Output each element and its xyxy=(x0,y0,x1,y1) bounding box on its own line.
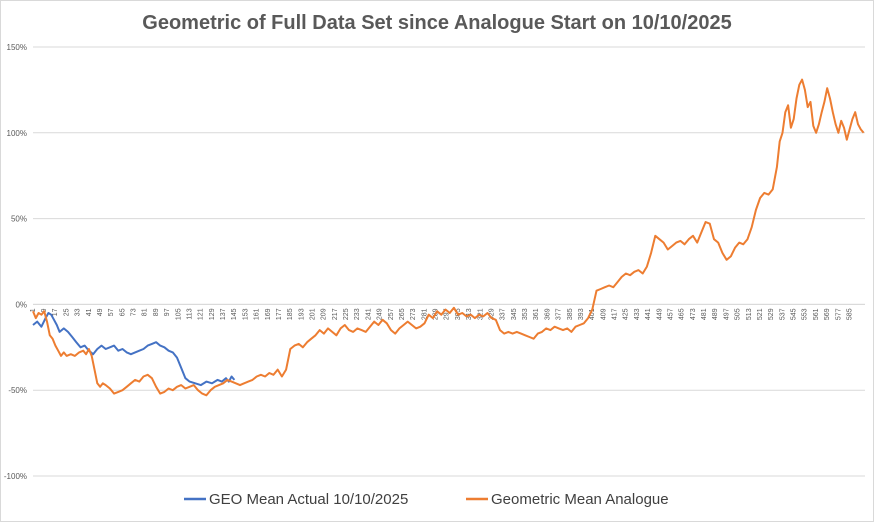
x-tick-label: 209 xyxy=(321,308,328,320)
x-tick-label: 449 xyxy=(656,308,663,320)
x-tick-label: 537 xyxy=(779,308,786,320)
x-tick-label: 409 xyxy=(600,308,607,320)
x-tick-label: 217 xyxy=(332,308,339,320)
x-tick-label: 185 xyxy=(287,308,294,320)
x-tick-label: 169 xyxy=(265,308,272,320)
x-tick-label: 257 xyxy=(388,308,395,320)
x-tick-label: 273 xyxy=(410,308,417,320)
series-lines xyxy=(32,78,865,397)
x-tick-label: 17 xyxy=(52,308,59,316)
x-tick-label: 553 xyxy=(802,308,809,320)
x-tick-label: 137 xyxy=(220,308,227,320)
x-tick-label: 489 xyxy=(712,308,719,320)
x-tick-label: 569 xyxy=(824,308,831,320)
x-tick-label: 473 xyxy=(690,308,697,320)
legend-label: GEO Mean Actual 10/10/2025 xyxy=(209,491,408,508)
x-tick-label: 465 xyxy=(679,308,686,320)
x-tick-label: 57 xyxy=(108,308,115,316)
x-tick-label: 441 xyxy=(645,308,652,320)
x-axis: 1 9 17 25 33 41 49 57 65 73 81 89 97 105 113 121 129 137 1… xyxy=(30,303,865,320)
x-tick-label: 321 xyxy=(477,308,484,320)
chart-title: Geometric of Full Data Set since Analogu… xyxy=(142,12,731,34)
x-tick-label: 545 xyxy=(791,308,798,320)
x-tick-label: 121 xyxy=(198,308,205,320)
y-tick-label: 50% xyxy=(11,215,27,224)
x-tick-label: 73 xyxy=(131,308,138,316)
x-tick-label: 105 xyxy=(175,308,182,320)
y-tick-label: 0% xyxy=(15,300,27,309)
x-tick-label: 561 xyxy=(813,308,820,320)
x-tick-label: 153 xyxy=(242,308,249,320)
x-tick-label: 49 xyxy=(97,308,104,316)
x-tick-label: 65 xyxy=(119,308,126,316)
x-tick-label: 505 xyxy=(735,308,742,320)
x-tick-label: 377 xyxy=(556,308,563,320)
legend: GEO Mean Actual 10/10/2025 Geometric Mean… xyxy=(184,491,669,508)
x-tick-label: 353 xyxy=(522,308,529,320)
x-tick-label: 385 xyxy=(567,308,574,320)
x-tick-label: 329 xyxy=(488,308,495,320)
x-tick-label: 89 xyxy=(153,308,160,316)
x-tick-label: 233 xyxy=(354,308,361,320)
x-tick-label: 297 xyxy=(444,308,451,320)
x-tick-label: 585 xyxy=(846,308,853,320)
y-tick-label: -50% xyxy=(8,386,27,395)
x-tick-label: 9 xyxy=(41,308,48,312)
x-tick-label: 25 xyxy=(63,308,70,316)
x-tick-label: 193 xyxy=(298,308,305,320)
x-tick-label: 177 xyxy=(276,308,283,320)
y-tick-label: -100% xyxy=(4,472,27,481)
x-tick-label: 577 xyxy=(835,308,842,320)
x-tick-label: 129 xyxy=(209,308,216,320)
x-tick-label: 361 xyxy=(533,308,540,320)
x-tick-label: 41 xyxy=(86,308,93,316)
x-tick-label: 33 xyxy=(75,308,82,316)
x-tick-label: 81 xyxy=(142,308,149,316)
x-tick-label: 345 xyxy=(511,308,518,320)
y-tick-label: 150% xyxy=(7,43,27,52)
x-tick-label: 225 xyxy=(343,308,350,320)
x-tick-label: 433 xyxy=(634,308,641,320)
x-tick-label: 497 xyxy=(723,308,730,320)
x-tick-label: 281 xyxy=(421,308,428,320)
x-tick-label: 369 xyxy=(544,308,551,320)
x-tick-label: 265 xyxy=(399,308,406,320)
x-tick-label: 241 xyxy=(365,308,372,320)
x-tick-label: 337 xyxy=(500,308,507,320)
y-axis-ticks: -100% -50% 0% 50% 100% 150% xyxy=(4,43,27,481)
x-tick-label: 145 xyxy=(231,308,238,320)
x-tick-label: 417 xyxy=(612,308,619,320)
x-tick-label: 1 xyxy=(30,308,37,312)
x-tick-label: 249 xyxy=(377,308,384,320)
x-tick-label: 457 xyxy=(667,308,674,320)
x-tick-label: 161 xyxy=(254,308,261,320)
series-line-geo-mean-actual xyxy=(32,312,236,387)
x-tick-label: 513 xyxy=(746,308,753,320)
x-tick-label: 201 xyxy=(310,308,317,320)
series-line-geometric-mean-analogue xyxy=(32,78,865,397)
x-tick-label: 529 xyxy=(768,308,775,320)
y-tick-label: 100% xyxy=(7,129,27,138)
legend-label: Geometric Mean Analogue xyxy=(491,491,669,508)
x-tick-label: 401 xyxy=(589,308,596,320)
x-tick-label: 97 xyxy=(164,308,171,316)
x-tick-label: 425 xyxy=(623,308,630,320)
x-tick-label: 521 xyxy=(757,308,764,320)
x-tick-label: 393 xyxy=(578,308,585,320)
x-tick-label: 113 xyxy=(186,308,193,319)
x-tick-label: 481 xyxy=(701,308,708,320)
